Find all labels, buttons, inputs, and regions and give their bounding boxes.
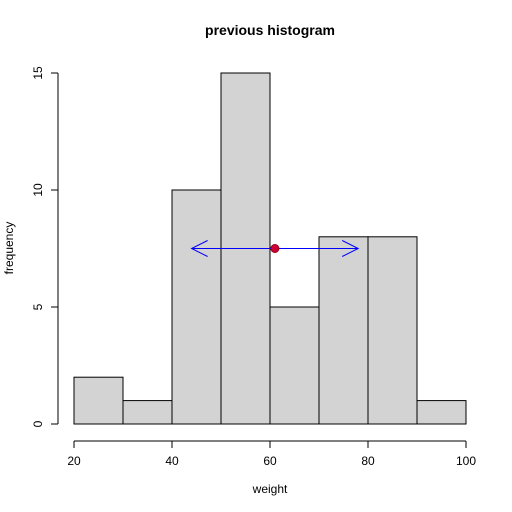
histogram-bar-1 [74, 377, 123, 424]
histogram-bar-3 [172, 190, 221, 424]
x-tick-label: 100 [456, 454, 476, 468]
x-tick-label: 60 [263, 454, 277, 468]
x-axis: 20 40 60 80 100 [67, 441, 476, 468]
y-axis-label: frequency [2, 222, 16, 275]
y-tick-label: 5 [31, 303, 45, 310]
x-axis-label: weight [252, 482, 288, 496]
histogram-bar-8 [417, 401, 466, 424]
x-tick-label: 40 [165, 454, 179, 468]
mean-point [271, 245, 279, 253]
y-tick-label: 0 [31, 420, 45, 427]
x-tick-label: 80 [361, 454, 375, 468]
y-tick-label: 15 [31, 66, 45, 80]
histogram-bar-7 [368, 237, 417, 424]
chart-title: previous histogram [205, 22, 335, 38]
y-tick-label: 10 [31, 183, 45, 197]
histogram-bar-6 [319, 237, 368, 424]
histogram-bar-2 [123, 401, 172, 424]
histogram-bar-5 [270, 307, 319, 424]
x-tick-label: 20 [67, 454, 81, 468]
y-axis: 0 5 10 15 [31, 66, 58, 427]
